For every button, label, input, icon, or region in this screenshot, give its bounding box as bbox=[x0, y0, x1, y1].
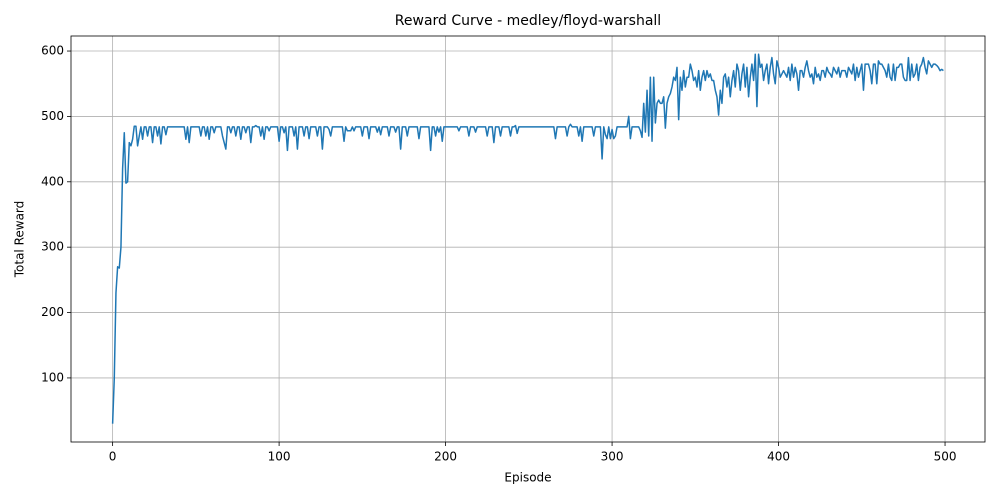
chart-title: Reward Curve - medley/floyd-warshall bbox=[395, 13, 661, 29]
x-axis-label: Episode bbox=[504, 471, 551, 485]
x-tick-label: 100 bbox=[268, 450, 291, 464]
x-tick-label: 300 bbox=[601, 450, 624, 464]
y-tick-label: 200 bbox=[41, 305, 64, 319]
x-tick-label: 0 bbox=[109, 450, 117, 464]
y-tick-label: 600 bbox=[41, 44, 64, 58]
y-tick-label: 400 bbox=[41, 174, 64, 188]
y-axis-label: Total Reward bbox=[13, 201, 27, 279]
y-tick-label: 300 bbox=[41, 240, 64, 254]
plot-frame bbox=[70, 35, 986, 443]
x-tick-label: 400 bbox=[767, 450, 790, 464]
y-tick-label: 100 bbox=[41, 370, 64, 384]
y-tick-label: 500 bbox=[41, 109, 64, 123]
data-line bbox=[111, 53, 944, 424]
x-tick-label: 500 bbox=[934, 450, 957, 464]
x-tick-label: 200 bbox=[434, 450, 457, 464]
